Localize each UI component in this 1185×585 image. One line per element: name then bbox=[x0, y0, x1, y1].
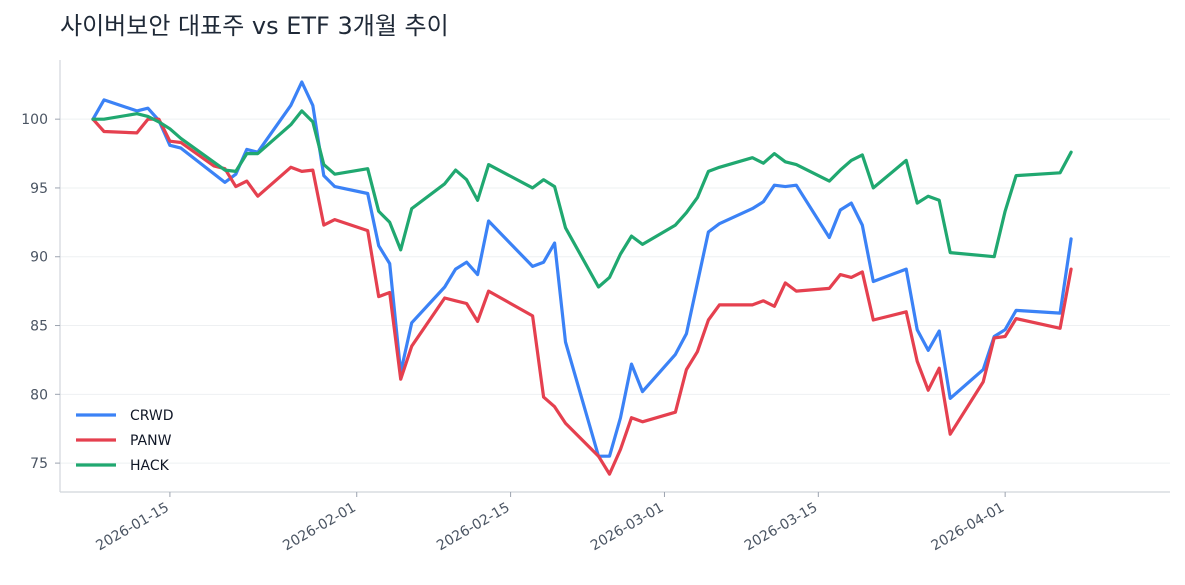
legend-label-crwd: CRWD bbox=[130, 408, 174, 424]
y-tick-label: 95 bbox=[30, 181, 48, 197]
series-line-panw bbox=[91, 117, 1073, 476]
y-tick-label: 85 bbox=[30, 319, 48, 335]
legend-label-hack: HACK bbox=[130, 458, 170, 474]
x-tick-label: 2026-04-01 bbox=[929, 500, 1007, 555]
x-tick-label: 2026-01-15 bbox=[93, 500, 171, 555]
grid bbox=[60, 118, 1170, 464]
chart-title: 사이버보안 대표주 vs ETF 3개월 추이 bbox=[60, 12, 449, 40]
y-tick-label: 75 bbox=[30, 456, 48, 472]
y-tick-label: 90 bbox=[30, 250, 48, 266]
series-line-hack bbox=[91, 109, 1073, 289]
x-tick-label: 2026-03-01 bbox=[588, 500, 666, 555]
legend: CRWD PANW HACK bbox=[76, 408, 174, 474]
y-ticks: 75 80 85 90 95 100 bbox=[21, 112, 60, 472]
axes bbox=[59, 60, 1170, 493]
x-tick-label: 2026-02-01 bbox=[280, 500, 358, 555]
legend-label-panw: PANW bbox=[130, 433, 172, 449]
series-line-crwd bbox=[91, 80, 1073, 458]
x-tick-label: 2026-02-15 bbox=[434, 500, 512, 555]
series-lines bbox=[91, 80, 1073, 476]
y-tick-label: 80 bbox=[30, 387, 48, 403]
y-tick-label: 100 bbox=[21, 112, 48, 128]
x-ticks: 2026-01-15 2026-02-01 2026-02-15 2026-03-01… bbox=[93, 492, 1007, 554]
x-tick-label: 2026-03-15 bbox=[742, 500, 820, 555]
